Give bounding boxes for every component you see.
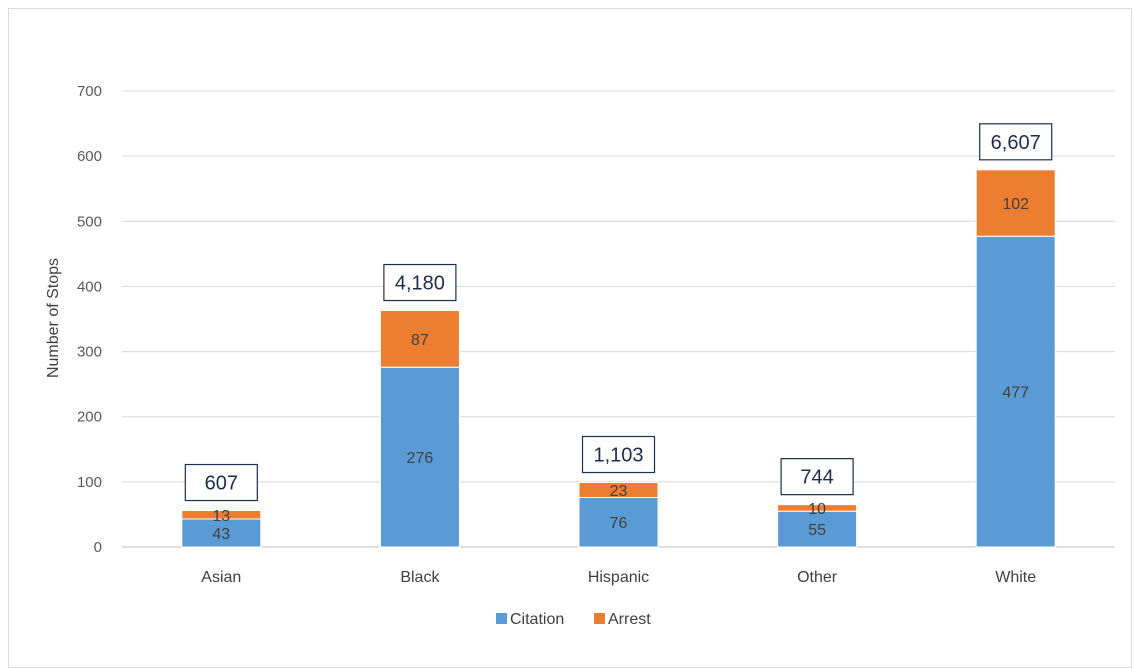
total-labels: 607 4,180 1,103 744 6,607	[184, 123, 1053, 502]
total-box	[383, 263, 457, 302]
data-label-arrest: 13	[212, 508, 230, 525]
y-axis-ticks: 0 100 200 300 400 500 600 700	[77, 83, 102, 556]
bar-arrest-other	[777, 504, 858, 512]
total-box	[979, 123, 1053, 161]
data-label-citation: 55	[808, 522, 826, 539]
x-category-label: Asian	[201, 569, 241, 586]
total-label: 6,607	[991, 132, 1041, 154]
y-tick-label: 400	[77, 278, 102, 295]
y-tick-label: 100	[77, 474, 102, 491]
legend-label-arrest: Arrest	[608, 611, 651, 628]
legend-label-citation: Citation	[510, 611, 564, 628]
bar-arrest-white	[975, 169, 1056, 237]
total-box	[581, 435, 656, 474]
y-tick-label: 700	[77, 83, 102, 100]
total-box	[780, 458, 854, 496]
legend: Citation Arrest	[496, 611, 651, 628]
total-label: 1,103	[593, 445, 643, 467]
x-category-label: Black	[400, 569, 440, 586]
bar-citation-asian	[181, 518, 262, 548]
bar-citation-black	[379, 366, 460, 548]
stacked-bar-chart: 0 100 200 300 400 500 600 700 Number of Stops 4…	[45, 83, 1115, 628]
data-label-citation: 76	[610, 515, 628, 532]
gridlines	[122, 90, 1115, 548]
bars	[181, 169, 1056, 548]
bar-arrest-asian	[181, 510, 262, 520]
data-label-arrest: 10	[808, 501, 826, 518]
y-tick-label: 500	[77, 213, 102, 230]
x-category-label: Other	[797, 569, 838, 586]
chart-frame	[8, 8, 1132, 668]
total-box	[184, 463, 258, 502]
y-tick-label: 600	[77, 148, 102, 165]
bar-citation-hispanic	[578, 496, 659, 548]
x-category-label: Hispanic	[588, 569, 649, 586]
data-label-arrest: 23	[610, 483, 628, 500]
legend-swatch-arrest	[594, 613, 605, 624]
y-tick-label: 0	[94, 539, 102, 556]
legend-swatch-citation	[496, 613, 507, 624]
data-label-arrest: 102	[1002, 196, 1029, 213]
bar-citation-white	[975, 235, 1056, 548]
data-label-citation: 477	[1002, 385, 1029, 402]
total-label: 744	[800, 467, 833, 489]
data-label-citation: 43	[212, 526, 230, 543]
y-tick-label: 300	[77, 344, 102, 361]
data-label-arrest: 87	[411, 332, 429, 349]
data-label-citation: 276	[407, 450, 434, 467]
total-label: 4,180	[395, 273, 445, 295]
bar-arrest-black	[379, 310, 460, 368]
total-label: 607	[205, 473, 238, 495]
bar-citation-other	[777, 510, 858, 548]
y-axis-title: Number of Stops	[45, 258, 62, 378]
y-tick-label: 200	[77, 409, 102, 426]
x-category-label: White	[995, 569, 1036, 586]
bar-arrest-hispanic	[578, 482, 659, 498]
x-axis-categories: Asian Black Hispanic Other White	[201, 569, 1036, 586]
